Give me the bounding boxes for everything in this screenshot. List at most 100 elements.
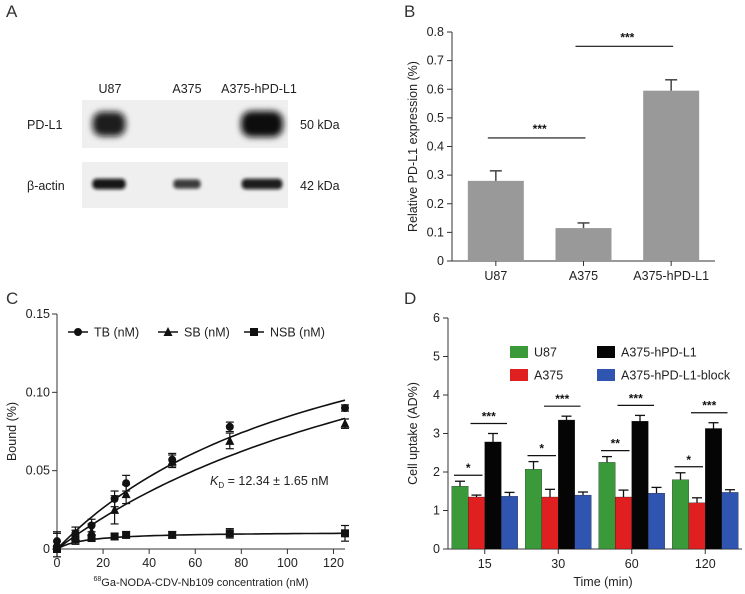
b-y-tick-label: 0.3 [427,168,444,182]
d-bar-a375-hpd-l1 [558,419,575,550]
c-fit-curve [56,532,345,550]
c-point-circle [341,404,349,412]
c-x-label-isotope-superscript: 68 [93,576,101,583]
b-sig-label: *** [620,30,634,44]
c-point-circle [225,422,234,431]
c-legend-label: TB (nM) [94,326,139,340]
d-legend-label: A375-hPD-L1 [621,346,697,360]
lane-label-u87: U87 [99,82,122,96]
c-fit-curve [56,399,346,550]
c-point-triangle [87,526,97,536]
c-point-square [341,529,349,538]
d-y-tick-label: 3 [433,427,440,441]
d-bar-a375-hpd-l1-block [574,494,592,550]
d-legend-swatch [597,346,615,358]
d-sig-label: *** [482,410,496,424]
c-x-tick-label: 0 [54,556,61,570]
b-y-tick-label: 0 [437,254,444,268]
c-legend-marker [74,328,82,336]
d-legend-label: U87 [534,346,557,360]
b-x-tick-label: A375-hPD-L1 [633,269,709,283]
d-sig-label: * [466,461,471,475]
c-x-axis-label: 68Ga-NODA-CDV-Nb109 concentration (nM) [93,576,308,589]
c-kd-subscript: D [218,481,224,490]
b-y-tick-label: 0.8 [427,25,444,39]
c-x-tick-label: 120 [323,556,344,570]
b-y-tick-label: 0.2 [427,197,444,211]
b-x-tick-label: U87 [484,269,507,283]
row-label-pdl1: PD-L1 [27,118,62,132]
d-sig-label: * [686,453,691,467]
d-sig-label: *** [555,392,569,406]
c-kd-k: K [210,474,219,488]
d-y-tick-label: 4 [433,388,440,402]
b-bar [467,180,524,261]
row-size-actin: 42 kDa [300,179,340,193]
d-bar-a375-hpd-l1 [631,421,649,550]
d-bar-a375 [541,496,559,550]
b-y-axis-label: Relative PD-L1 expression (%) [406,61,420,232]
d-legend-label: A375-hPD-L1-block [621,369,731,383]
c-x-tick-label: 60 [188,556,202,570]
d-sig-label: ** [611,437,621,451]
d-x-tick-label: 60 [625,557,639,571]
band-actin-lane-1 [173,179,201,189]
b-bar [555,228,612,261]
d-sig-label: *** [629,391,643,405]
c-x-tick-label: 20 [96,556,110,570]
c-x-label-text: Ga-NODA-CDV-Nb109 concentration (nM) [101,577,308,589]
d-y-tick-label: 6 [433,311,440,325]
c-kd-annotation: KD = 12.34 ± 1.65 nM [210,474,329,490]
panel-a: A U87 A375 A375-hPD-L1 PD-L1 β-actin 50 … [6,2,340,208]
b-y-tick-label: 0.7 [427,54,444,68]
d-bar-a375-hpd-l1-block [648,493,665,550]
c-x-tick-label: 100 [277,556,298,570]
d-x-tick-label: 120 [695,557,716,571]
c-y-tick-label: 0.10 [26,385,50,399]
d-sig-label: * [539,442,544,456]
d-x-tick-label: 30 [551,557,565,571]
blot-bands [92,111,283,190]
d-y-axis-label: Cell uptake (AD%) [406,382,420,485]
c-point-triangle [225,435,235,445]
panel-c: C 0 0.05 0.10 0.15 0 20 40 60 80 100 120 Bound (%) 6… [5,289,350,589]
d-legend-swatch [510,346,528,358]
band-pdl1-lane-2 [241,111,283,137]
d-bar-u87 [525,469,542,550]
c-legend-marker [163,327,173,336]
c-kd-value: = 12.34 ± 1.65 nM [224,474,329,488]
panel-b: B 0 0.1 0.2 0.3 0.4 0.5 0.6 0.7 0.8 U87 A375 A375-h… [404,2,715,283]
panel-a-letter: A [6,2,18,21]
d-bar-a375-hpd-l1 [705,428,722,550]
b-y-tick-label: 0.5 [427,111,444,125]
panel-c-letter: C [6,289,18,308]
b-x-tick-label: A375 [569,269,598,283]
d-x-axis-label: Time (min) [573,575,632,589]
lane-label-a375: A375 [172,82,201,96]
c-point-triangle [340,418,350,428]
d-y-tick-label: 5 [433,350,440,364]
c-point-square [110,532,119,541]
c-point-square [87,534,96,543]
c-point-square [168,530,177,539]
d-legend-swatch [597,369,615,381]
c-y-axis-label: Bound (%) [5,402,19,461]
c-x-tick-label: 40 [142,556,156,570]
panel-d: D 0 1 2 3 4 5 6 Cell uptake (AD%) Time (min) 15 30… [404,289,742,589]
c-point-triangle [121,489,131,499]
c-point-triangle [167,456,177,466]
c-x-tick-label: 80 [234,556,248,570]
c-point-square [122,530,131,539]
d-y-tick-label: 2 [433,465,440,479]
d-sig-label: *** [702,399,716,413]
d-y-tick-label: 0 [433,542,440,556]
c-fit-curve [56,417,346,550]
b-sig-label: *** [533,122,547,136]
band-actin-lane-0 [92,178,126,190]
band-actin-lane-2 [241,178,283,190]
b-y-tick-label: 0.1 [427,225,444,239]
c-point-square [71,535,80,544]
d-bar-a375 [688,502,706,550]
d-legend-swatch [510,369,528,381]
